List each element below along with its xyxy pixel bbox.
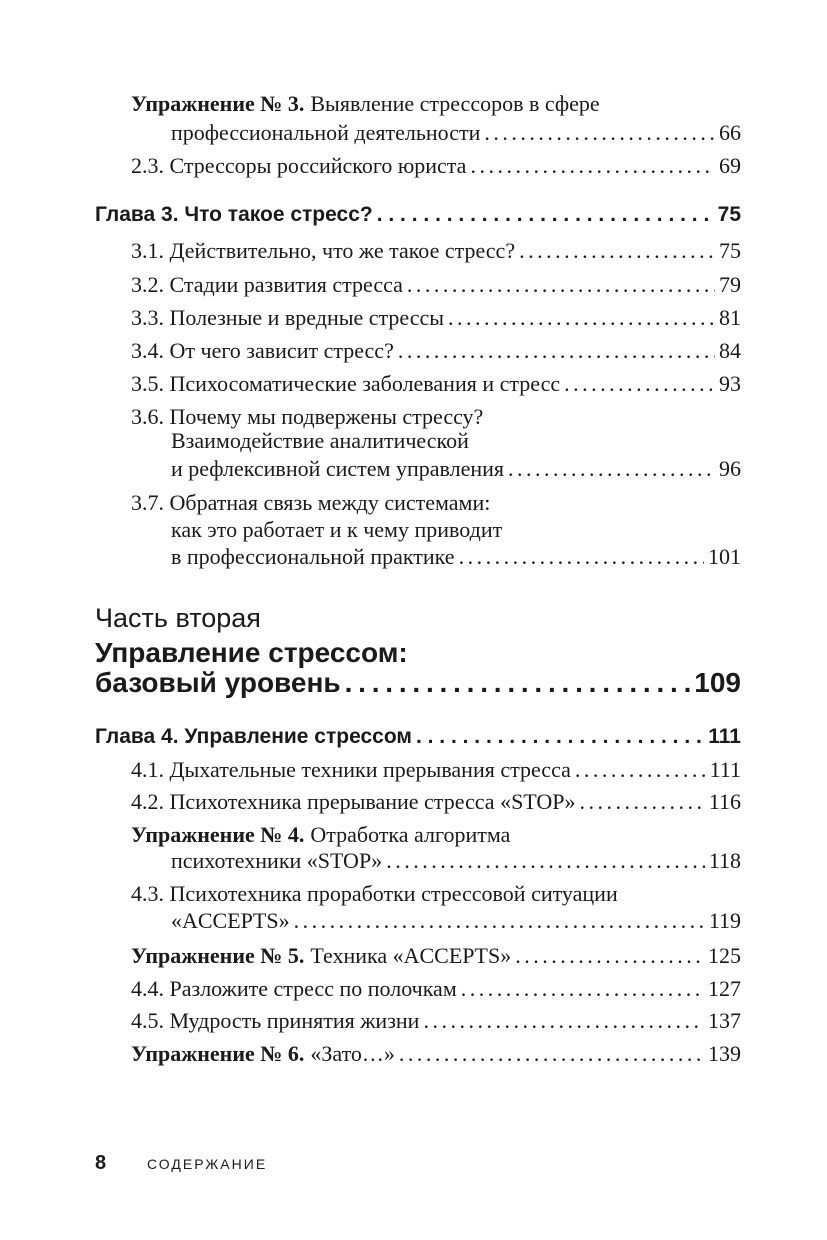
dot-leader	[519, 235, 715, 267]
toc-entry-3-2: 3.2. Стадии развития стресса79	[131, 269, 741, 301]
toc-entry-exercise-3-cont: профессиональной деятельности66	[171, 117, 741, 149]
toc-part-title-cont: базовый уровень109	[95, 665, 741, 701]
toc-entry-3-6-cont: и рефлексивной систем управления96	[171, 453, 741, 485]
toc-entry-4-2: 4.2. Психотехника прерывание стресса «ST…	[131, 786, 741, 818]
toc-entry-exercise-5: Упражнение № 5.Техника «ACCEPTS»125	[131, 940, 741, 972]
dot-leader	[416, 721, 704, 753]
toc-entry-3-5: 3.5. Психосоматические заболевания и стр…	[131, 368, 741, 400]
toc-entry-4-1: 4.1. Дыхательные техники прерывания стре…	[131, 754, 741, 786]
toc-entry-4-5: 4.5. Мудрость принятия жизни137	[131, 1005, 741, 1037]
toc-entry-3-7-cont: как это работает и к чему приводит	[171, 517, 503, 542]
toc-part-label: Часть вторая	[95, 603, 261, 633]
dot-leader	[461, 973, 704, 1005]
toc-entry-4-3: 4.3. Психотехника проработки стрессовой …	[131, 881, 618, 906]
dot-leader	[294, 905, 705, 937]
toc-entry-3-4: 3.4. От чего зависит стресс?84	[131, 335, 741, 367]
dot-leader	[575, 754, 706, 786]
toc-entry-2-3: 2.3. Стрессоры российского юриста69	[131, 150, 741, 182]
toc-entry-exercise-4: Упражнение № 4. Отработка алгоритма	[131, 822, 511, 847]
running-title: СОДЕРЖАНИЕ	[147, 1156, 268, 1172]
toc-entry-4-4: 4.4. Разложите стресс по полочкам127	[131, 973, 741, 1005]
dot-leader	[399, 1038, 704, 1070]
toc-entry-3-6-cont: Взаимодействие аналитической	[171, 428, 469, 453]
dot-leader	[515, 940, 704, 972]
toc-entry-exercise-4-cont: психотехники «STOP»118	[171, 845, 741, 877]
toc-entry-3-6: 3.6. Почему мы подвержены стрессу?	[131, 404, 484, 429]
toc-entry-3-3: 3.3. Полезные и вредные стрессы81	[131, 302, 741, 334]
dot-leader	[398, 335, 715, 367]
dot-leader	[470, 150, 715, 182]
dot-leader	[508, 453, 715, 485]
toc-chapter-4: Глава 4. Управление стрессом111	[95, 721, 741, 753]
page-number: 8	[95, 1152, 107, 1174]
toc-entry-exercise-3: Упражнение № 3. Выявление стрессоров в сф…	[131, 91, 600, 116]
dot-leader	[448, 302, 715, 334]
dot-leader	[564, 368, 715, 400]
toc-entry-3-1: 3.1. Действительно, что же такое стресс?…	[131, 235, 741, 267]
toc-entry-4-3-cont: «ACCEPTS»119	[171, 905, 741, 937]
dot-leader	[345, 665, 691, 701]
dot-leader	[377, 199, 714, 231]
toc-part-title: Управление стрессом:	[95, 637, 408, 668]
toc-entry-exercise-6: Упражнение № 6.«Зато…»139	[131, 1038, 741, 1070]
dot-leader	[423, 1005, 704, 1037]
toc-entry-3-7-cont: в профессиональной практике101	[171, 541, 741, 573]
toc-entry-3-7: 3.7. Обратная связь между системами:	[131, 490, 491, 515]
dot-leader	[459, 541, 704, 573]
dot-leader	[407, 269, 715, 301]
dot-leader	[579, 786, 704, 818]
toc-chapter-3: Глава 3. Что такое стресс?75	[95, 199, 741, 231]
dot-leader	[484, 117, 715, 149]
dot-leader	[386, 845, 705, 877]
